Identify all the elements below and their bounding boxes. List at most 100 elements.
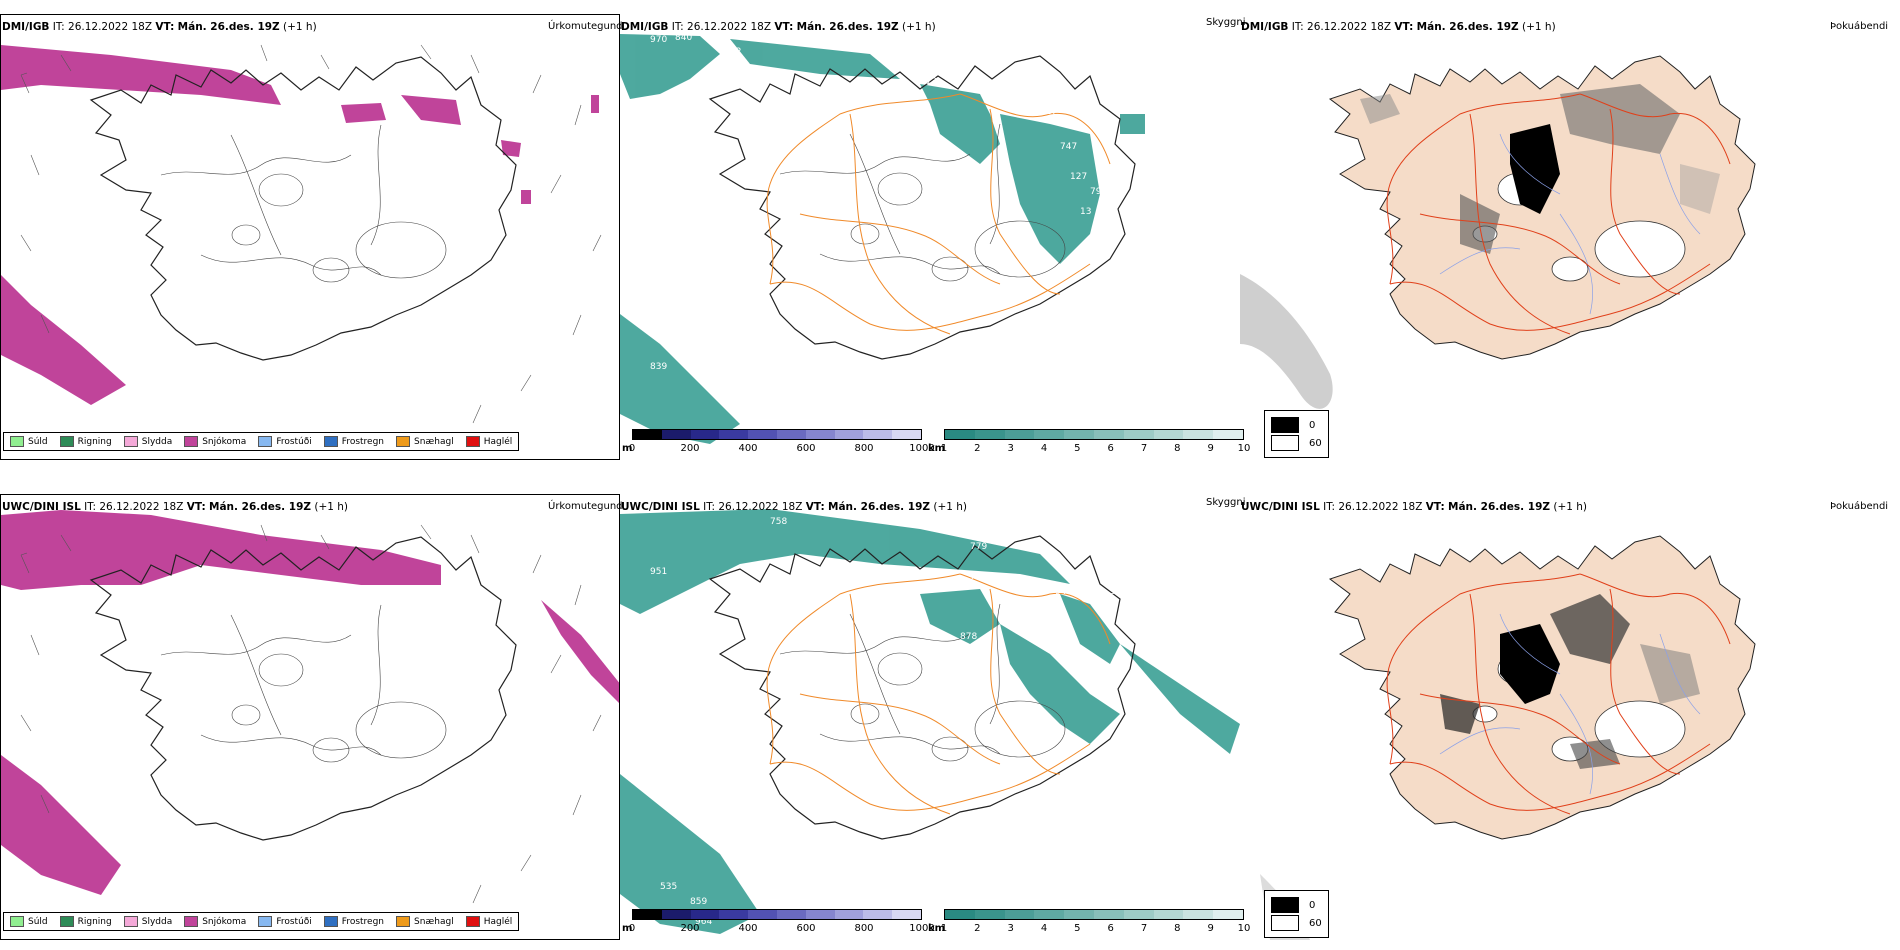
precip-legend-top: Súld Rigning Slydda Snjókoma Frostúði Fr… (3, 432, 520, 451)
precip-panel-top: Súld Rigning Slydda Snjókoma Frostúði Fr… (0, 14, 620, 460)
colorbar-swatch (776, 910, 806, 919)
colorbar-tick-label: 9 (1207, 443, 1214, 454)
colorbar-tick-label: 8 (1174, 443, 1181, 454)
colorbar-m-unit-bottom: m (622, 923, 633, 934)
fog-legend-item-60: 60 (1271, 435, 1322, 451)
colorbar-tick-label: 8 (1174, 923, 1181, 934)
colorbar-swatch (1093, 430, 1124, 439)
legend-item-snaehagl: Snæhagl (396, 436, 454, 447)
colorbar-swatch (1064, 430, 1094, 439)
legend-item-frostregn: Frostregn (323, 916, 384, 927)
colorbar-swatch (719, 910, 749, 919)
fog-map-bottom (1260, 494, 1860, 940)
vis-panel-title-bottom: Skyggni (1206, 497, 1246, 508)
colorbar-tick-label: 1000 (909, 923, 935, 934)
legend-item-frostregn: Frostregn (323, 436, 384, 447)
fog-title-bottom: UWC/DINI ISL IT: 26.12.2022 18Z VT: Mán.… (1241, 501, 1588, 513)
colorbar-tick-label: 600 (796, 923, 816, 934)
colorbar-swatch (974, 910, 1005, 919)
colorbar-swatch (1093, 910, 1124, 919)
precip-title-top: DMI/IGB IT: 26.12.2022 18Z VT: Mán. 26.d… (2, 21, 317, 33)
visibility-value-label: 40 (1110, 167, 1122, 177)
colorbar-tick-label: 6 (1107, 923, 1114, 934)
colorbar-swatch (1153, 430, 1184, 439)
colorbar-tick-label: 800 (854, 443, 874, 454)
visibility-value-label: 12 (730, 47, 741, 57)
colorbar-swatch (1153, 910, 1184, 919)
vis-colorbar-km-top: 1 2 3 4 5 6 7 8 9 10 (941, 429, 1250, 459)
legend-item-rigning: Rigning (59, 916, 112, 927)
fog-legend-item-0: 0 (1271, 897, 1322, 913)
colorbar-tick-label: 0 (628, 923, 636, 934)
visibility-value-label: 779 (970, 542, 987, 552)
colorbar-swatch (1123, 910, 1154, 919)
colorbar-swatch (863, 430, 893, 439)
colorbar-swatch (945, 430, 975, 439)
colorbar-swatch (863, 910, 893, 919)
colorbar-tick-label: 200 (680, 443, 700, 454)
vis-panel-title-top: Skyggni (1206, 17, 1246, 28)
legend-item-sudl: Súld (10, 916, 48, 927)
legend-item-slydda: Slydda (123, 916, 172, 927)
visibility-value-label: 609 (1040, 622, 1057, 632)
precip-map-top (1, 44, 602, 424)
visibility-value-label: 556 (1060, 103, 1077, 113)
colorbar-tick-label: 800 (854, 923, 874, 934)
visibility-value-label: 646 (715, 362, 732, 372)
visibility-value-label: 677 (1020, 607, 1037, 617)
colorbar-swatch (834, 910, 864, 919)
colorbar-m-swatches (632, 429, 922, 440)
vis-panel-top: 970 840 12 413 927 556 131 747 127 29 40 79 13 27 839 6… (620, 14, 1240, 460)
visibility-value-label: 13 (1080, 207, 1091, 217)
visibility-value-label: 27 (1105, 222, 1116, 232)
visibility-value-label: 29 (1100, 177, 1112, 187)
colorbar-km-unit-top: km (928, 443, 946, 454)
fog-panel-bottom (1240, 494, 1860, 940)
colorbar-tick-label: 5 (1074, 923, 1081, 934)
visibility-value-label: 840 (675, 33, 692, 43)
colorbar-tick-label: 3 (1007, 443, 1014, 454)
colorbar-tick-label: 1000 (909, 443, 935, 454)
colorbar-m-unit-top: m (622, 443, 633, 454)
vis-colorbar-m-bottom: 0 200 400 600 800 1000 (628, 909, 935, 939)
colorbar-swatch (1034, 910, 1065, 919)
fog-panel-title-bottom: Þokuábendi (1830, 501, 1889, 512)
legend-item-snjokoma: Snjókoma (184, 916, 246, 927)
fog-map-top (1240, 14, 1860, 409)
fog-legend-top: 0 60 (1264, 410, 1329, 458)
visibility-value-label: 878 (960, 632, 977, 642)
colorbar-tick-label: 2 (974, 443, 981, 454)
precip-panel-title-top: Úrkomutegund (548, 21, 623, 32)
visibility-value-label: 51 (1110, 587, 1121, 597)
colorbar-tick-label: 10 (1237, 443, 1251, 454)
colorbar-swatch (1064, 910, 1094, 919)
legend-item-rigning: Rigning (59, 436, 112, 447)
precip-panel-bottom: Súld Rigning Slydda Snjókoma Frostúði Fr… (0, 494, 620, 940)
legend-item-frostudi: Frostúði (258, 436, 312, 447)
visibility-value-label: 758 (770, 517, 787, 527)
colorbar-tick-label: 7 (1140, 443, 1148, 454)
vis-colorbar-km-bottom: 1 2 3 4 5 6 7 8 9 10 (941, 909, 1250, 939)
fog-legend-bottom: 0 60 (1264, 890, 1329, 938)
colorbar-tick-label: 6 (1107, 443, 1114, 454)
visibility-value-label: 964 (695, 917, 712, 927)
visibility-value-label: 535 (660, 882, 677, 892)
legend-item-frostudi: Frostúði (258, 916, 312, 927)
fog-panel-title-top: Þokuábendi (1830, 21, 1889, 32)
colorbar-tick-label: 9 (1207, 923, 1214, 934)
visibility-value-label: 859 (690, 897, 707, 907)
colorbar-swatch (661, 910, 691, 919)
visibility-value-label: 79 (1090, 187, 1102, 197)
fog-legend-item-60: 60 (1271, 915, 1322, 931)
colorbar-swatch (719, 430, 749, 439)
colorbar-swatch (834, 430, 864, 439)
visibility-value-label: 747 (1060, 142, 1077, 152)
colorbar-km-swatches (944, 909, 1244, 920)
visibility-value-label: 776 (970, 572, 987, 582)
visibility-value-label: 131 (1100, 125, 1117, 135)
colorbar-swatch (805, 430, 835, 439)
colorbar-swatch (690, 910, 720, 919)
